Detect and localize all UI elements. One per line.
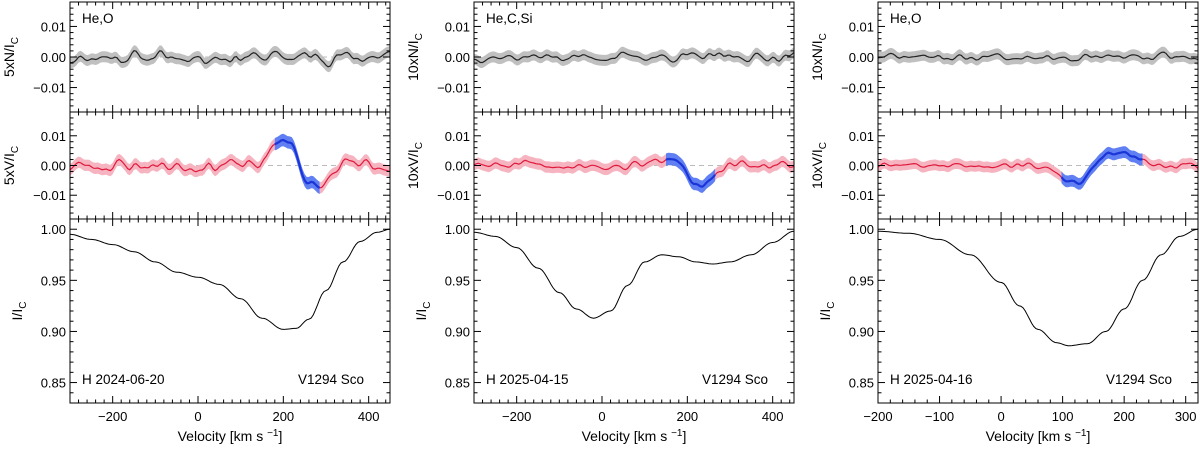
col1-null-y-tick-label: 0.00	[41, 50, 66, 65]
col3-x-axis-label: Velocity [km s −1]	[986, 428, 1091, 444]
col3-elements-label: He,O	[890, 11, 922, 26]
col3-x-tick-label: −200	[863, 409, 892, 424]
col3-stokes_v-y-tick-label: 0.00	[849, 159, 874, 174]
col3-null-y-axis-label: 10xN/IC	[809, 33, 829, 81]
col2-null-null-error-band	[474, 46, 794, 68]
col3-line-date-label: H 2025-04-16	[890, 372, 973, 387]
col2-stokes_v-y-tick-label: −0.01	[437, 188, 470, 203]
col3-x-tick-label: 200	[1113, 409, 1135, 424]
col1-stokes_v-detection-profile-line	[274, 138, 321, 189]
col3-stokes_v-stokes-v-profile-line	[878, 151, 1198, 185]
col3-x-tick-label: −100	[925, 409, 954, 424]
col2-null-y-tick-label: 0.01	[445, 19, 470, 34]
col1-stokes_v-stokes-v-profile-line	[70, 139, 390, 189]
col3-stokes_v-y-tick-label: 0.01	[849, 129, 874, 144]
col3-intensity-y-tick-label: 0.95	[849, 273, 874, 288]
col2-x-tick-label: 200	[676, 409, 698, 424]
col2-null-y-tick-label: 0.00	[445, 50, 470, 65]
col3-x-tick-label: 300	[1175, 409, 1197, 424]
col3-stokes_v-y-axis-label: 10xV/IC	[809, 142, 829, 189]
col3-null-null-profile-line	[878, 51, 1198, 62]
col1-intensity-y-tick-label: 1.00	[41, 222, 66, 237]
col1-x-tick-label: 400	[358, 409, 380, 424]
col1-stokes_v-y-tick-label: 0.01	[41, 129, 66, 144]
col2-line-date-label: H 2025-04-15	[486, 372, 569, 387]
col2-x-tick-label: −200	[502, 409, 531, 424]
col1-null-null-profile-line	[70, 50, 390, 68]
col1-null-y-axis-label: 5xN/IC	[1, 37, 21, 77]
col2-x-tick-label: 0	[598, 409, 605, 424]
col2-null-y-axis-label: 10xN/IC	[405, 33, 425, 81]
col2-stokes_v-stokes-v-error-band	[474, 153, 794, 193]
col1-intensity-intensity-profile-line	[70, 228, 390, 330]
col2-stokes_v-y-tick-label: 0.00	[445, 159, 470, 174]
col2-intensity-y-axis-label: I/IC	[413, 302, 433, 321]
col3-x-tick-label: 0	[997, 409, 1004, 424]
col1-intensity-y-tick-label: 0.90	[41, 324, 66, 339]
col1-intensity-y-tick-label: 0.85	[41, 376, 66, 391]
col2-stokes_v-y-tick-label: 0.01	[445, 129, 470, 144]
col2-intensity-y-tick-label: 0.85	[445, 376, 470, 391]
col1-null-y-tick-label: 0.01	[41, 19, 66, 34]
col3-null-null-error-band	[878, 46, 1198, 67]
col2-star-label: V1294 Sco	[702, 372, 768, 387]
col1-line-date-label: H 2024-06-20	[82, 372, 165, 387]
col2-intensity-intensity-profile-line	[474, 230, 794, 319]
col1-null-null-error-band	[70, 45, 390, 73]
col3-intensity-y-tick-label: 0.85	[849, 376, 874, 391]
col2-stokes_v-detection-profile-line	[665, 157, 716, 188]
col1-x-tick-label: 200	[272, 409, 294, 424]
col1-stokes_v-y-axis-label: 5xV/IC	[1, 146, 21, 185]
col1-stokes_v-y-tick-label: 0.00	[41, 159, 66, 174]
col3-star-label: V1294 Sco	[1106, 372, 1172, 387]
col3-intensity-intensity-profile-line	[878, 228, 1198, 347]
col1-elements-label: He,O	[82, 11, 114, 26]
col1-intensity-y-tick-label: 0.95	[41, 273, 66, 288]
col2-stokes_v-stokes-v-profile-line	[474, 158, 794, 188]
col1-intensity-y-axis-label: I/IC	[9, 302, 29, 321]
col2-intensity-y-tick-label: 0.95	[445, 273, 470, 288]
col3-intensity-y-axis-label: I/IC	[817, 302, 837, 321]
col3-null-y-tick-label: −0.01	[841, 81, 874, 96]
col3-stokes_v-y-tick-label: −0.01	[841, 188, 874, 203]
col2-intensity-y-tick-label: 1.00	[445, 222, 470, 237]
col1-x-axis-label: Velocity [km s −1]	[178, 428, 283, 444]
col2-null-y-tick-label: −0.01	[437, 81, 470, 96]
col3-stokes_v-detection-profile-line	[1060, 150, 1143, 186]
col2-elements-label: He,C,Si	[486, 11, 533, 26]
col3-null-y-tick-label: 0.01	[849, 19, 874, 34]
col3-intensity-y-tick-label: 0.90	[849, 324, 874, 339]
col2-x-axis-label: Velocity [km s −1]	[582, 428, 687, 444]
col1-star-label: V1294 Sco	[298, 372, 364, 387]
col1-null-y-tick-label: −0.01	[33, 81, 66, 96]
col2-stokes_v-y-axis-label: 10xV/IC	[405, 142, 425, 189]
col2-x-tick-label: 400	[762, 409, 784, 424]
col2-null-null-profile-line	[474, 51, 794, 64]
col2-intensity-y-tick-label: 0.90	[445, 324, 470, 339]
col3-null-y-tick-label: 0.00	[849, 50, 874, 65]
col3-intensity-y-tick-label: 1.00	[849, 222, 874, 237]
col1-x-tick-label: −200	[98, 409, 127, 424]
col3-x-tick-label: 100	[1052, 409, 1074, 424]
col3-stokes_v-detection-band	[1061, 146, 1143, 190]
col1-stokes_v-detection-band	[274, 133, 320, 195]
col1-stokes_v-y-tick-label: −0.01	[33, 188, 66, 203]
col1-x-tick-label: 0	[194, 409, 201, 424]
